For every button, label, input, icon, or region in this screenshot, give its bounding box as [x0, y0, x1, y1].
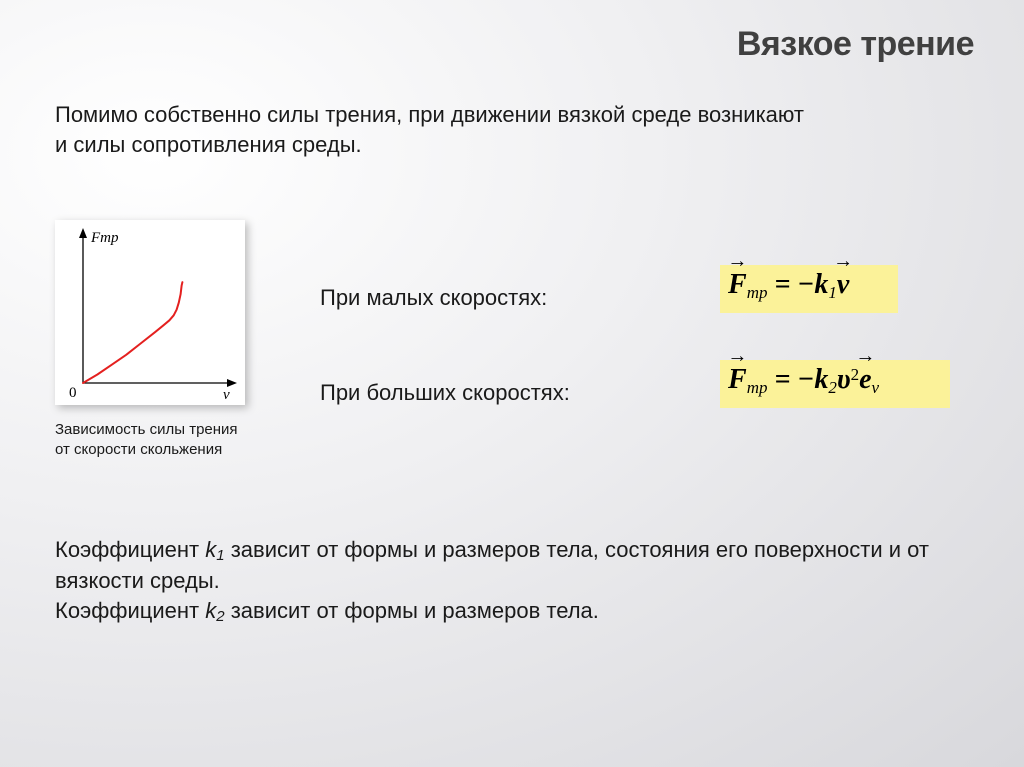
svg-text:v: v — [223, 387, 230, 403]
friction-vs-velocity-chart: Fтр v 0 — [55, 220, 245, 405]
chart-caption: Зависимость силы трения от скорости скол… — [55, 420, 255, 459]
formula1-lhs-sub: тр — [747, 283, 768, 302]
high-speed-label: При больших скоростях: — [320, 380, 570, 406]
intro-text: Помимо собственно силы трения, при движе… — [55, 100, 815, 159]
footer-l2sub: 2 — [216, 608, 224, 625]
footer-l1a: Коэффициент — [55, 537, 205, 562]
footer-l2a: Коэффициент — [55, 598, 205, 623]
svg-text:0: 0 — [69, 385, 77, 401]
formula1-ksub: 1 — [828, 283, 837, 302]
slide-title: Вязкое трение — [737, 25, 974, 64]
formula1-tail: v — [837, 269, 849, 300]
formula1-lhs: F — [728, 269, 747, 300]
svg-text:Fтр: Fтр — [90, 230, 119, 246]
formula-high-speed: Fтр = −k2υ2ev — [720, 360, 950, 408]
formula2-upsilon: υ — [837, 364, 851, 395]
footer-l1k: k — [205, 537, 216, 562]
footer-text: Коэффициент k1 зависит от формы и размер… — [55, 535, 955, 627]
formula1-rhs: = −k — [767, 269, 828, 300]
formula2-lhs-sub: тр — [747, 378, 768, 397]
formula2-tail-sub: v — [872, 378, 880, 397]
formula2-ksub: 2 — [828, 378, 837, 397]
formula2-rhs: = −k — [767, 364, 828, 395]
low-speed-label: При малых скоростях: — [320, 285, 547, 311]
footer-l1sub: 1 — [216, 547, 224, 564]
footer-l2k: k — [205, 598, 216, 623]
formula-low-speed: Fтр = −k1v — [720, 265, 898, 313]
footer-l2b: зависит от формы и размеров тела. — [225, 598, 599, 623]
formula2-tail: e — [859, 364, 871, 395]
formula2-lhs: F — [728, 364, 747, 395]
